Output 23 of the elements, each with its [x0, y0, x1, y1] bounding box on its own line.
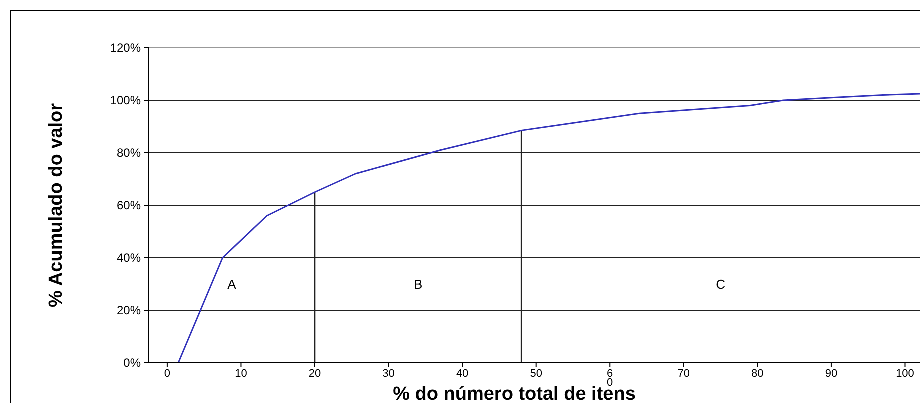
y-tick-label: 120%: [110, 41, 142, 56]
annotation: A: [228, 276, 237, 292]
y-axis-title: % Acumulado do valor: [46, 102, 67, 308]
annotation: C: [716, 276, 726, 292]
y-tick-label: 20%: [116, 304, 142, 318]
y-tick-label: 60%: [116, 198, 142, 213]
x-tick-label: 100: [896, 368, 914, 380]
x-tick-label: 90: [825, 368, 838, 380]
x-tick-label: 80: [752, 368, 764, 380]
x-tick-label: 20: [308, 368, 322, 380]
x-tick-label: 50: [530, 368, 542, 380]
annotation: B: [414, 276, 423, 292]
y-tick-label: 40%: [116, 251, 142, 266]
line-series: [178, 93, 920, 364]
y-tick-label: 0%: [124, 356, 142, 370]
x-tick-label: 40: [456, 368, 469, 380]
x-tick-label: 70: [678, 368, 690, 380]
x-tick-label: 6 0: [607, 368, 614, 389]
x-tick-label: 0: [164, 368, 171, 380]
y-tick-label: 100%: [110, 94, 142, 108]
x-tick-label: 30: [382, 368, 395, 380]
x-tick-label: 10: [235, 368, 248, 380]
y-tick-label: 80%: [116, 146, 142, 160]
